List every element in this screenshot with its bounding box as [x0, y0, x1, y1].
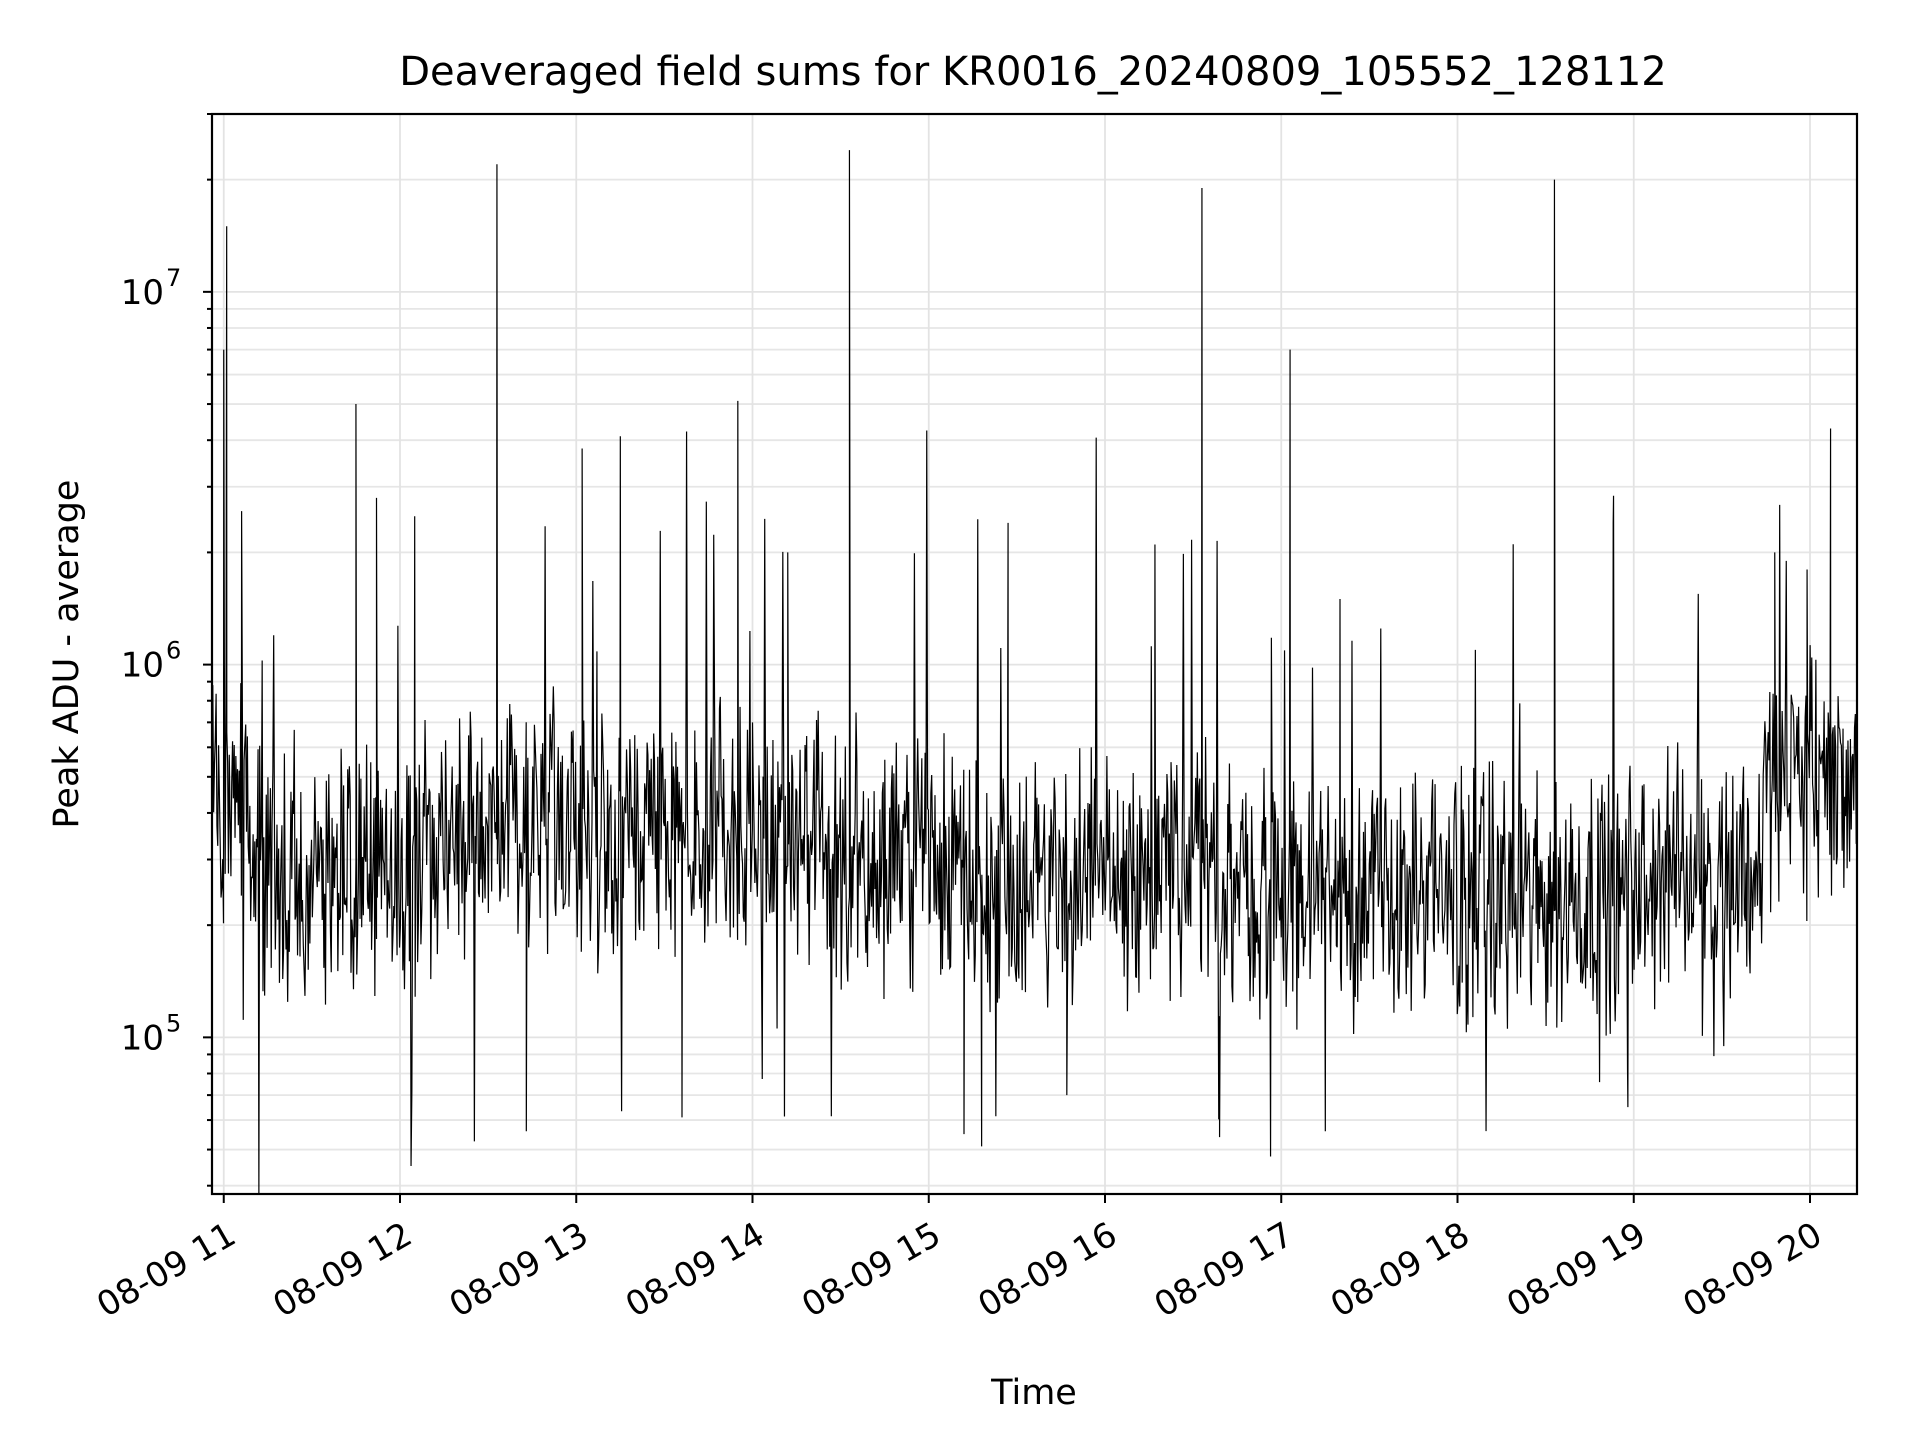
y-tick-label: 10	[121, 1018, 164, 1058]
series-layer	[211, 150, 1858, 1195]
y-tick-exponent: 7	[166, 264, 181, 292]
y-axis-label: Peak ADU - average	[47, 480, 87, 829]
y-tick-exponent: 6	[166, 637, 181, 665]
chart-title: Deaveraged field sums for KR0016_2024080…	[399, 49, 1667, 95]
y-tick-label: 10	[121, 646, 164, 686]
y-tick-exponent: 5	[166, 1009, 181, 1037]
y-tick-label: 10	[121, 273, 164, 313]
plot-frame	[210, 112, 1859, 1196]
series-line	[211, 150, 1858, 1195]
x-axis-label: Time	[990, 1373, 1077, 1413]
